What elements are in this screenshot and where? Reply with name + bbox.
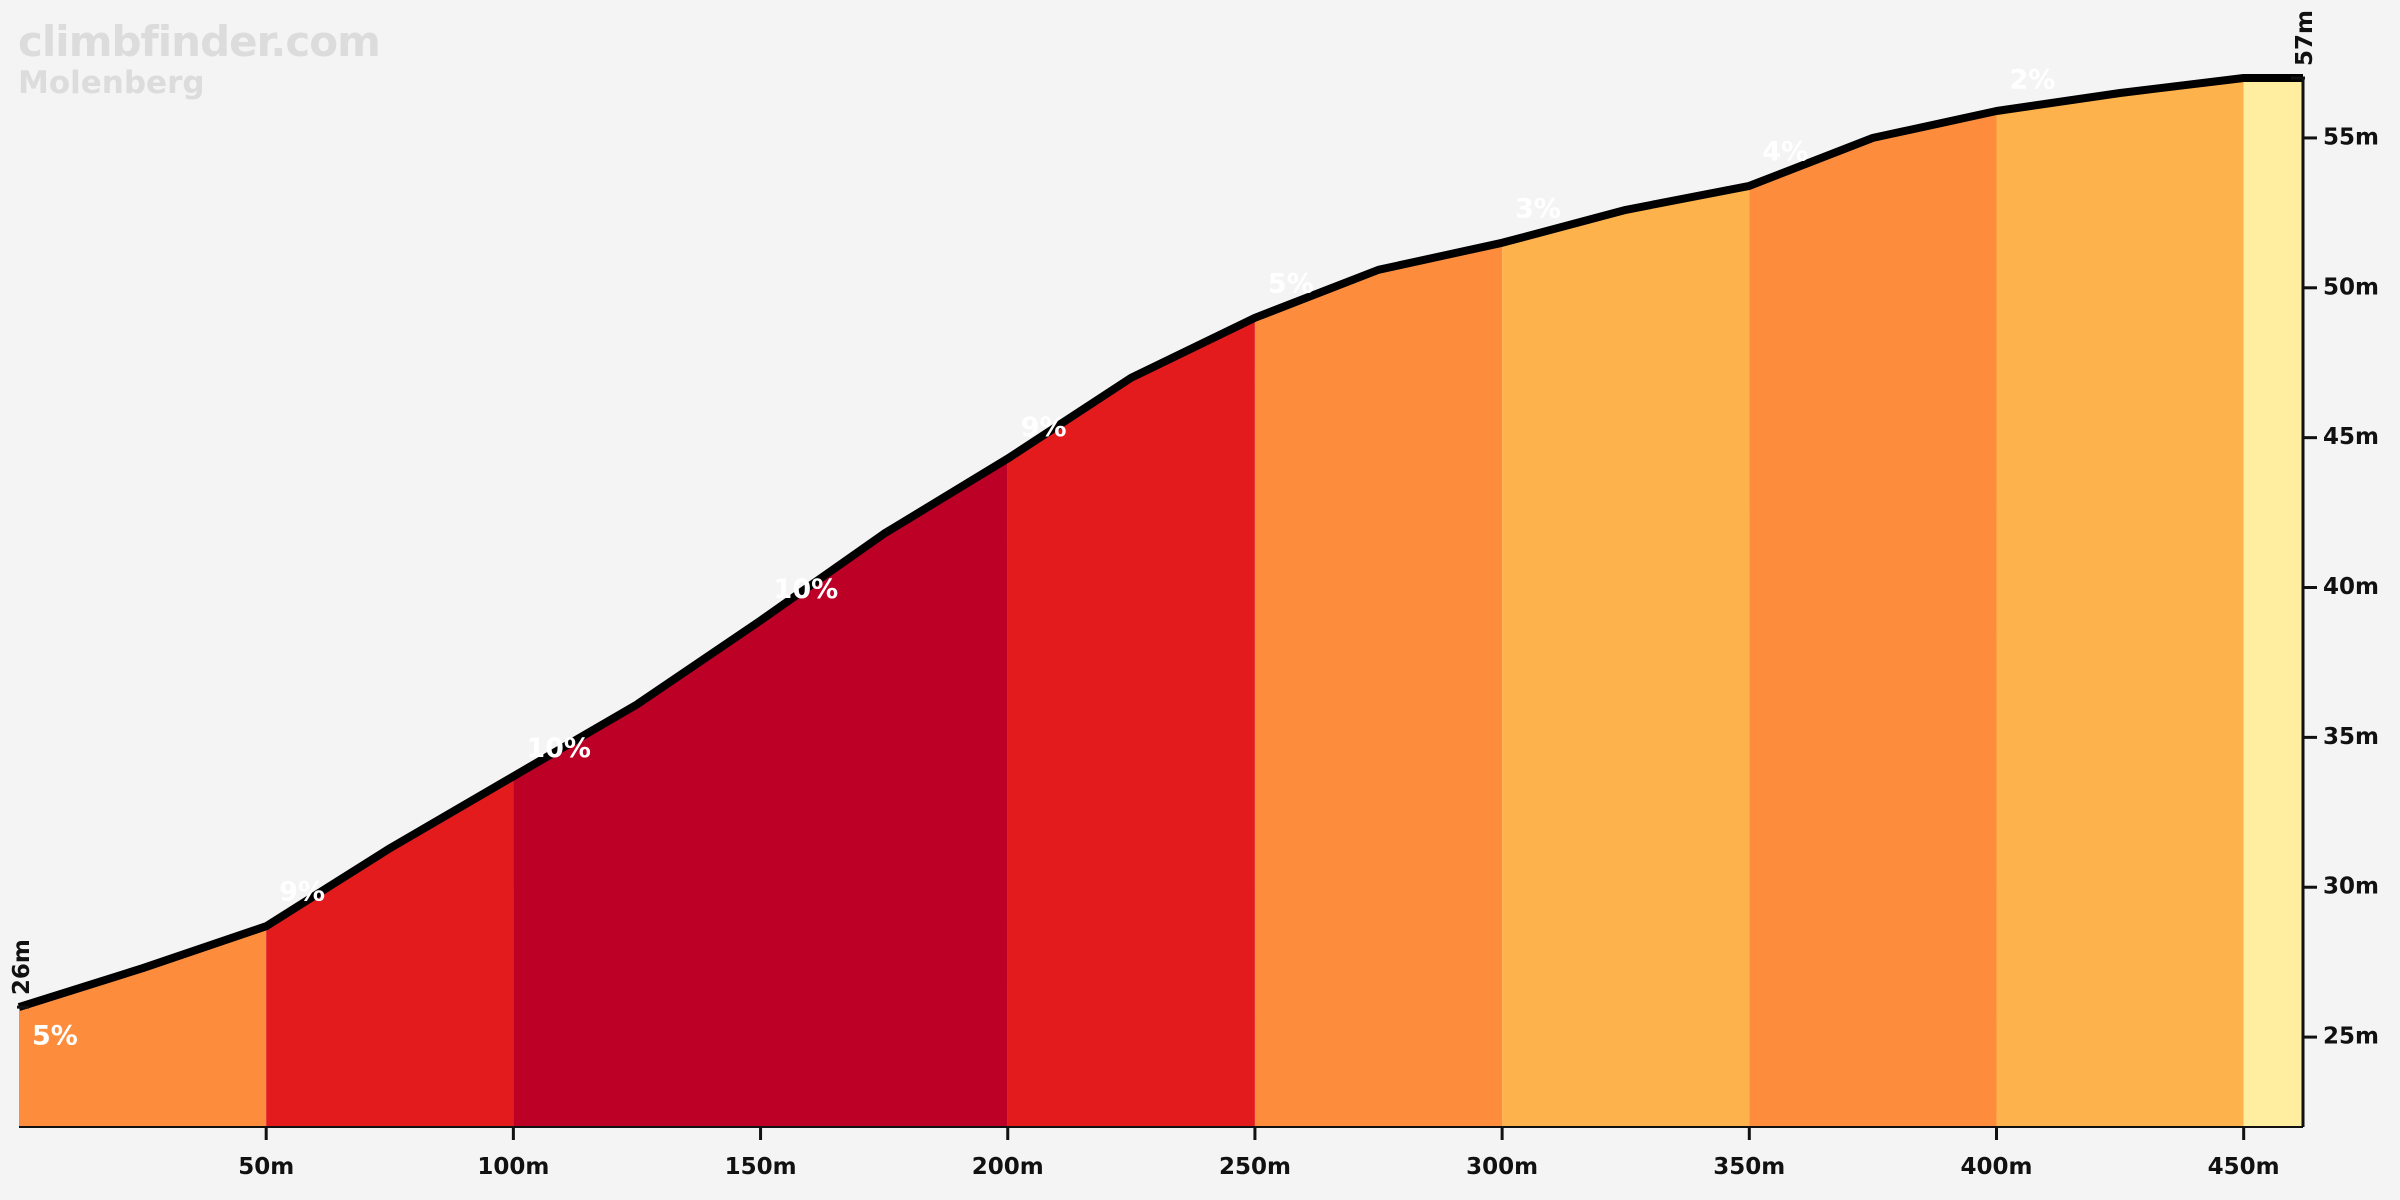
gradient-segments bbox=[19, 78, 2303, 1128]
grade-label-3: 10% bbox=[526, 733, 591, 764]
x-tick-label-150: 150m bbox=[725, 1154, 797, 1180]
end-elevation-label: 57m bbox=[2292, 10, 2318, 66]
profile-line bbox=[17, 74, 2303, 1011]
y-tick-label-50: 50m bbox=[2323, 274, 2379, 300]
x-tick-label-50: 50m bbox=[238, 1154, 294, 1180]
segment-5 bbox=[1254, 242, 1503, 1128]
x-tick-label-300: 300m bbox=[1466, 1154, 1538, 1180]
grade-label-1: 5% bbox=[32, 1021, 78, 1052]
grade-label-4: 10% bbox=[774, 574, 839, 605]
segment-6 bbox=[1502, 185, 1750, 1127]
brand-site-name: climbfinder.com bbox=[18, 17, 381, 66]
x-tick-label-350: 350m bbox=[1713, 1154, 1785, 1180]
start-elevation-label: 26m bbox=[9, 939, 35, 995]
grade-label-2: 9% bbox=[279, 877, 325, 908]
y-tick-label-40: 40m bbox=[2323, 574, 2379, 600]
grade-label-9: 2% bbox=[2009, 64, 2055, 95]
y-tick-label-25: 25m bbox=[2323, 1024, 2379, 1050]
x-tick-label-400: 400m bbox=[1960, 1154, 2032, 1180]
x-tick-label-200: 200m bbox=[972, 1154, 1044, 1180]
segment-1 bbox=[19, 926, 267, 1127]
brand-watermark: climbfinder.com Molenberg bbox=[18, 17, 381, 101]
endpoint-labels: 26m 57m bbox=[9, 10, 2318, 1009]
segment-7 bbox=[1749, 111, 1997, 1127]
y-axis: 25m 30m 35m 40m 45m 50m 55m bbox=[2301, 78, 2379, 1127]
segment-8 bbox=[1996, 78, 2244, 1127]
x-tick-label-100: 100m bbox=[477, 1154, 549, 1180]
segment-4 bbox=[1007, 317, 1255, 1127]
profile-line-group bbox=[17, 74, 2303, 1011]
segment-2 bbox=[266, 776, 514, 1127]
grade-label-6: 5% bbox=[1268, 268, 1314, 299]
grade-labels: 5% 9% 10% 10% 9% 5% 3% 4% 2% bbox=[32, 64, 2055, 1051]
grade-label-8: 4% bbox=[1762, 136, 1808, 167]
x-tick-label-250: 250m bbox=[1219, 1154, 1291, 1180]
y-tick-label-35: 35m bbox=[2323, 724, 2379, 750]
x-axis: 50m 100m 150m 200m 250m 300m 350m 400m 450m bbox=[19, 1126, 2303, 1180]
segment-9 bbox=[2243, 78, 2303, 1127]
grade-label-5: 9% bbox=[1021, 412, 1067, 443]
y-tick-label-30: 30m bbox=[2323, 874, 2379, 900]
grade-label-7: 3% bbox=[1515, 193, 1561, 224]
x-tick-label-450: 450m bbox=[2208, 1154, 2280, 1180]
y-tick-label-55: 55m bbox=[2323, 124, 2379, 150]
y-tick-label-45: 45m bbox=[2323, 424, 2379, 450]
segment-3 bbox=[513, 458, 1008, 1128]
climb-name: Molenberg bbox=[18, 65, 205, 101]
